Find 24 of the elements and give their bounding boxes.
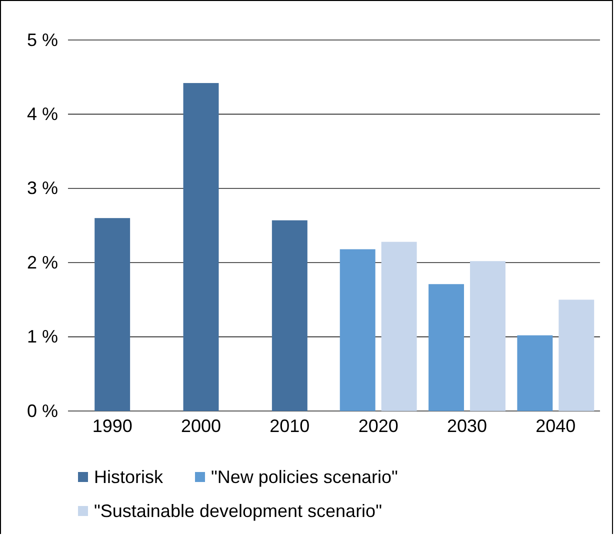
y-tick-label: 3 % xyxy=(26,178,58,198)
bar xyxy=(517,335,553,411)
y-tick-label: 2 % xyxy=(26,252,58,272)
x-tick-label: 2040 xyxy=(536,416,576,436)
bar xyxy=(558,300,594,411)
bar xyxy=(94,218,130,411)
bar xyxy=(183,83,219,411)
x-tick-label: 2010 xyxy=(270,416,310,436)
y-tick-label: 0 % xyxy=(26,400,58,421)
y-tick-label: 4 % xyxy=(26,104,58,124)
legend-label: "Sustainable development scenario" xyxy=(94,501,382,521)
legend-label: "New policies scenario" xyxy=(211,467,398,487)
bar xyxy=(470,261,506,411)
bar xyxy=(340,249,376,411)
x-tick-label: 2030 xyxy=(446,416,488,436)
legend-label: Historisk xyxy=(94,467,164,487)
bar xyxy=(272,220,308,411)
x-tick-label: 1990 xyxy=(92,416,132,436)
y-tick-label: 1 % xyxy=(26,326,58,347)
y-tick-label: 5 % xyxy=(26,30,58,50)
bar xyxy=(381,242,417,411)
x-tick-label: 2020 xyxy=(358,416,398,436)
x-tick-label: 2000 xyxy=(180,416,222,436)
bar xyxy=(428,284,464,411)
